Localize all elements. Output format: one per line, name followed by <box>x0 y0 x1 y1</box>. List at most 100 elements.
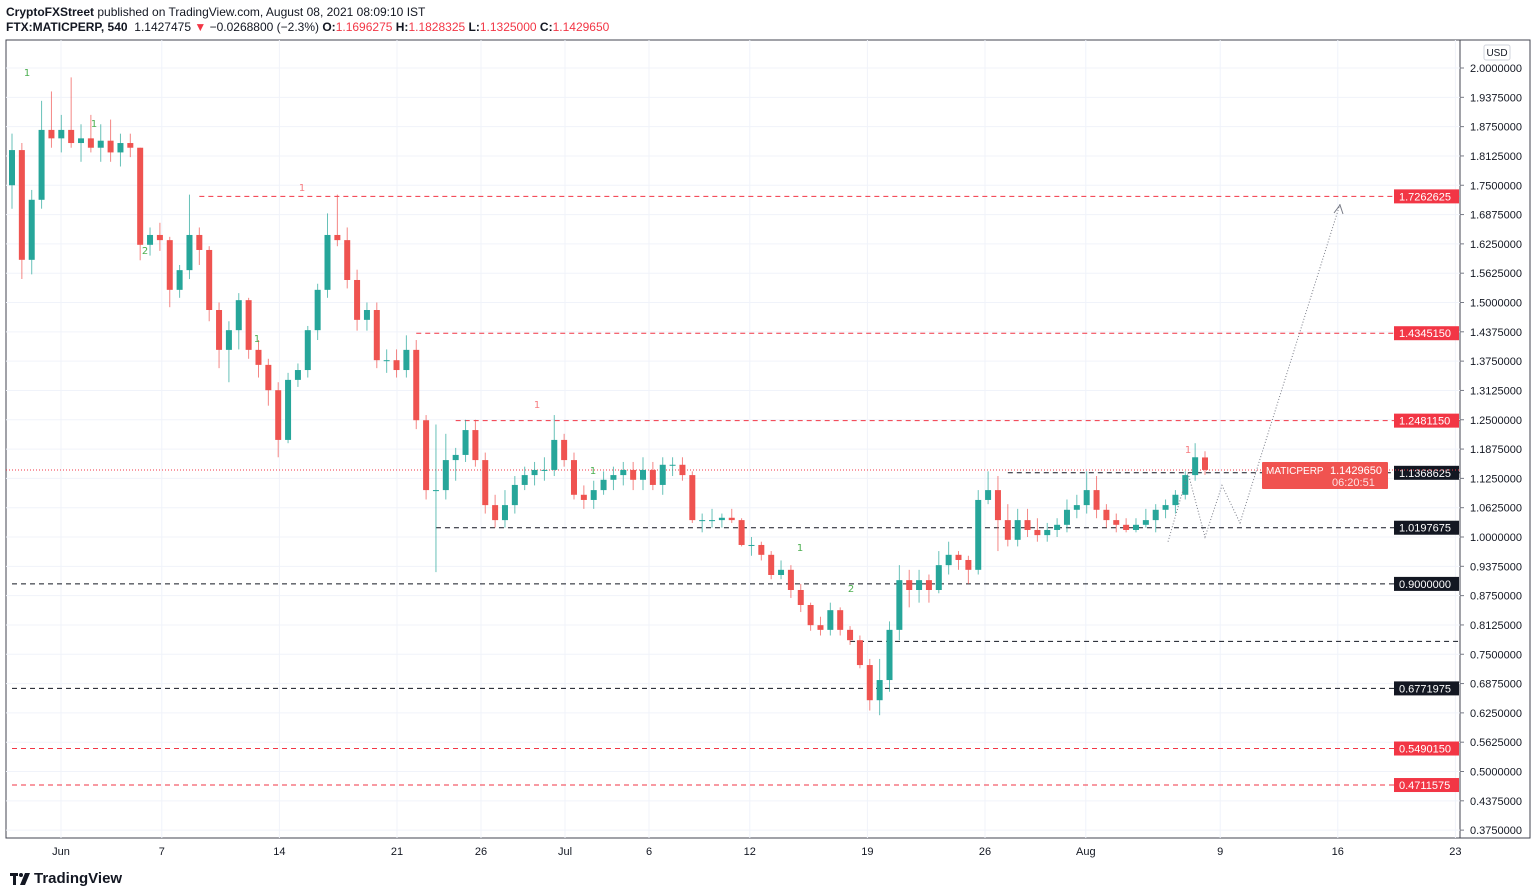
candle-body <box>354 279 361 320</box>
candle-body <box>176 270 183 290</box>
x-tick-label: 14 <box>273 846 285 858</box>
candle-body <box>225 330 232 350</box>
symbol[interactable]: FTX:MATICPERP, 540 <box>6 20 128 34</box>
candle-body <box>659 464 666 485</box>
low-value: 1.1325000 <box>479 20 537 34</box>
x-tick-label: 23 <box>1449 846 1461 858</box>
level-badge <box>1394 681 1459 696</box>
candle-body <box>304 330 311 371</box>
candle-body <box>1113 520 1120 525</box>
candle-body <box>758 544 765 555</box>
candle-body <box>87 138 94 148</box>
x-tick-label: 7 <box>159 846 165 858</box>
candle-body <box>718 517 725 521</box>
x-tick-label: 26 <box>475 846 487 858</box>
y-tick-label: 0.9375000 <box>1470 561 1522 573</box>
y-tick-label: 1.8125000 <box>1470 151 1522 163</box>
candle-body <box>18 150 25 260</box>
x-tick-label: 12 <box>744 846 756 858</box>
publish-info: CryptoFXStreet published on TradingView.… <box>6 5 425 19</box>
candle-body <box>38 129 45 200</box>
candle-body <box>669 464 676 466</box>
level-badge <box>1394 465 1459 480</box>
x-tick-label: 26 <box>979 846 991 858</box>
candle-body <box>896 580 903 630</box>
candle-body <box>1044 529 1051 536</box>
projection-arrow-icon <box>1333 203 1344 215</box>
candle-body <box>916 580 923 590</box>
level-badge-label: 1.4345150 <box>1399 328 1451 340</box>
candle-body <box>432 490 439 492</box>
candle-body <box>856 640 863 666</box>
candle-body <box>679 464 686 476</box>
candle-body <box>1172 494 1179 506</box>
y-tick-label: 1.3750000 <box>1470 356 1522 368</box>
tradingview-logo[interactable]: TradingView <box>10 870 122 887</box>
close-value: 1.1429650 <box>552 20 610 34</box>
candle-body <box>383 360 390 362</box>
candle-body <box>245 300 252 350</box>
candle-body <box>945 554 952 566</box>
candle-body <box>117 143 124 153</box>
y-tick-label: 2.0000000 <box>1470 63 1522 75</box>
candle-body <box>147 234 154 245</box>
y-tick-label: 0.7500000 <box>1470 649 1522 661</box>
close-label: C: <box>539 20 553 34</box>
publish-text: published on TradingView.com, August 08,… <box>94 5 426 19</box>
candle-body <box>1162 505 1169 510</box>
x-tick-label: Jul <box>558 846 572 858</box>
candle-body <box>689 475 696 521</box>
candle-body <box>442 460 449 491</box>
candle-body <box>294 370 301 380</box>
candle-body <box>403 349 410 371</box>
low-label: L: <box>468 20 480 34</box>
candle-body <box>196 234 203 250</box>
candle-body <box>285 379 292 440</box>
td-count-label: 2 <box>141 246 149 257</box>
x-tick-label: Jun <box>52 846 70 858</box>
high-label: H: <box>395 20 409 34</box>
candle-body <box>570 460 577 495</box>
candle-body <box>994 490 1001 521</box>
candle-body <box>363 310 370 320</box>
candle-body <box>817 625 824 630</box>
candle-body <box>344 240 351 280</box>
candle-body <box>216 310 223 350</box>
candle-body <box>1063 509 1070 525</box>
y-tick-label: 0.8750000 <box>1470 591 1522 603</box>
candle-body <box>186 234 193 271</box>
candle-body <box>866 665 873 701</box>
currency-label: USD <box>1486 48 1507 59</box>
projection-path <box>1167 203 1341 542</box>
candle-body <box>501 505 508 521</box>
y-tick-label: 1.5000000 <box>1470 298 1522 310</box>
candle-body <box>9 150 15 186</box>
candle-body <box>541 469 548 471</box>
level-badge-label: 1.1368625 <box>1399 468 1451 480</box>
candle-body <box>1192 457 1199 476</box>
td-count-label: 1 <box>796 543 804 554</box>
last-value: 1.1427475 <box>134 20 191 34</box>
tradingview-logo-icon <box>10 872 30 885</box>
candle-body <box>314 289 321 331</box>
candle-body <box>876 680 883 701</box>
candle-body <box>906 580 913 590</box>
candle-body <box>1182 475 1189 495</box>
level-badge-label: 1.0197675 <box>1399 523 1451 535</box>
symbol-legend: FTX:MATICPERP, 540 1.1427475 ▼ −0.026880… <box>6 20 609 34</box>
candle-body <box>590 490 597 500</box>
level-badge <box>1394 520 1459 535</box>
candle-body <box>925 580 932 590</box>
y-tick-label: 1.5625000 <box>1470 268 1522 280</box>
td-count-label: 1 <box>90 119 98 130</box>
candle-body <box>107 140 114 153</box>
high-value: 1.1828325 <box>408 20 466 34</box>
y-tick-label: 0.4375000 <box>1470 796 1522 808</box>
candle-body <box>472 430 479 461</box>
candle-body <box>255 349 262 365</box>
candle-body <box>699 520 706 522</box>
candle-body <box>166 240 173 290</box>
candle-body <box>1014 520 1021 540</box>
candle-body <box>324 234 331 290</box>
